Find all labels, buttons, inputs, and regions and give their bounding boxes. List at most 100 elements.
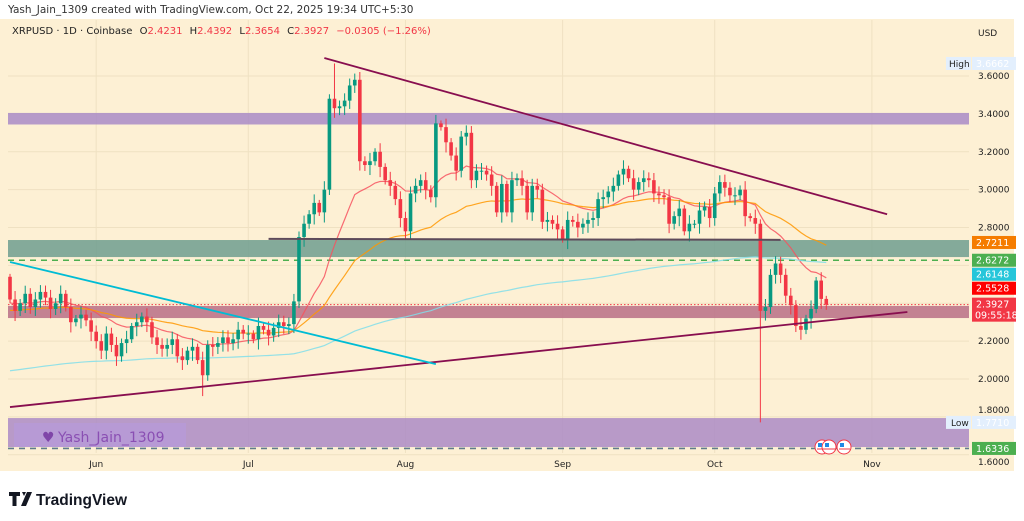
tradingview-logo[interactable]: TradingView bbox=[9, 492, 128, 509]
candle[interactable] bbox=[758, 223, 763, 311]
candle[interactable] bbox=[129, 326, 134, 340]
candle[interactable] bbox=[69, 307, 73, 323]
candle[interactable] bbox=[697, 210, 702, 224]
candle[interactable] bbox=[449, 142, 453, 156]
candle[interactable] bbox=[251, 333, 256, 340]
candle[interactable] bbox=[804, 318, 808, 330]
candle[interactable] bbox=[418, 180, 423, 186]
candle[interactable] bbox=[667, 197, 671, 224]
candle[interactable] bbox=[63, 293, 68, 308]
candle[interactable] bbox=[408, 193, 413, 232]
candle[interactable] bbox=[672, 216, 676, 224]
price-zone[interactable] bbox=[8, 305, 969, 319]
candle[interactable] bbox=[728, 187, 732, 196]
candle[interactable] bbox=[723, 182, 727, 188]
candle[interactable] bbox=[145, 316, 149, 323]
candle[interactable] bbox=[327, 98, 332, 190]
candle[interactable] bbox=[89, 320, 93, 332]
candle[interactable] bbox=[302, 223, 306, 237]
candle[interactable] bbox=[499, 183, 504, 213]
candle[interactable] bbox=[190, 346, 195, 351]
candle[interactable] bbox=[520, 178, 524, 186]
candle[interactable] bbox=[160, 344, 164, 349]
candle[interactable] bbox=[378, 151, 382, 167]
candle[interactable] bbox=[454, 155, 458, 171]
candle[interactable] bbox=[94, 331, 98, 342]
symbol-label[interactable]: XRPUSD · 1D · Coinbase bbox=[12, 26, 132, 37]
candle[interactable] bbox=[58, 293, 63, 304]
candle[interactable] bbox=[48, 297, 53, 309]
candle[interactable] bbox=[707, 206, 712, 219]
candle[interactable] bbox=[104, 333, 109, 351]
horizontal-support-line[interactable] bbox=[268, 237, 781, 241]
candle[interactable] bbox=[383, 166, 387, 181]
candle[interactable] bbox=[261, 326, 266, 330]
candle[interactable] bbox=[525, 185, 529, 213]
candle[interactable] bbox=[753, 218, 758, 224]
candle[interactable] bbox=[332, 98, 337, 109]
candle[interactable] bbox=[195, 346, 200, 361]
candle[interactable] bbox=[423, 180, 428, 190]
candle[interactable] bbox=[570, 219, 575, 222]
price-zone[interactable] bbox=[8, 240, 969, 258]
candle[interactable] bbox=[565, 219, 570, 239]
candle[interactable] bbox=[591, 218, 595, 220]
candle[interactable] bbox=[515, 178, 519, 181]
moving-average-line[interactable] bbox=[9, 165, 827, 346]
candle[interactable] bbox=[124, 339, 129, 344]
cyan-downtrend-line[interactable] bbox=[9, 261, 437, 365]
candle[interactable] bbox=[337, 106, 342, 109]
candle[interactable] bbox=[819, 280, 823, 299]
candle[interactable] bbox=[824, 298, 829, 305]
candle[interactable] bbox=[809, 308, 813, 319]
candle[interactable] bbox=[429, 189, 433, 198]
economic-events[interactable] bbox=[814, 439, 852, 455]
candle[interactable] bbox=[510, 180, 514, 213]
candle[interactable] bbox=[114, 344, 119, 357]
moving-average-line[interactable] bbox=[9, 256, 827, 372]
candle[interactable] bbox=[712, 193, 717, 219]
ascending-support-line[interactable] bbox=[9, 311, 908, 408]
candle[interactable] bbox=[540, 189, 545, 222]
candle[interactable] bbox=[342, 100, 347, 107]
candle[interactable] bbox=[576, 221, 580, 228]
currency-button[interactable]: USD bbox=[972, 24, 1006, 40]
candle[interactable] bbox=[484, 170, 489, 175]
candle[interactable] bbox=[535, 185, 540, 190]
candle[interactable] bbox=[271, 327, 276, 336]
candle[interactable] bbox=[134, 322, 139, 327]
candle[interactable] bbox=[596, 199, 600, 219]
candle[interactable] bbox=[84, 314, 88, 321]
candle[interactable] bbox=[692, 223, 697, 225]
candle[interactable] bbox=[403, 218, 408, 232]
candle[interactable] bbox=[748, 216, 753, 219]
time-axis[interactable]: Jun Jul Aug Sep Oct Nov bbox=[88, 460, 881, 470]
candle[interactable] bbox=[393, 185, 398, 200]
candle[interactable] bbox=[317, 202, 322, 213]
candle[interactable] bbox=[814, 280, 818, 309]
candle[interactable] bbox=[494, 185, 499, 213]
candle[interactable] bbox=[53, 303, 58, 309]
candle[interactable] bbox=[8, 276, 12, 300]
candle[interactable] bbox=[140, 316, 144, 323]
candle[interactable] bbox=[276, 322, 281, 328]
candle[interactable] bbox=[241, 329, 246, 334]
candle[interactable] bbox=[74, 318, 78, 323]
candle[interactable] bbox=[550, 219, 555, 224]
candle[interactable] bbox=[743, 189, 747, 217]
candle[interactable] bbox=[292, 301, 296, 325]
candle[interactable] bbox=[256, 326, 261, 340]
candle[interactable] bbox=[231, 339, 235, 344]
candle[interactable] bbox=[611, 185, 616, 192]
candle[interactable] bbox=[469, 132, 474, 181]
candle[interactable] bbox=[530, 185, 535, 213]
candle[interactable] bbox=[601, 197, 605, 200]
candle[interactable] bbox=[606, 191, 611, 198]
candle[interactable] bbox=[18, 303, 22, 311]
candle[interactable] bbox=[79, 314, 83, 319]
candle[interactable] bbox=[287, 324, 291, 327]
candle[interactable] bbox=[662, 195, 666, 198]
candle[interactable] bbox=[13, 299, 17, 311]
candle[interactable] bbox=[794, 305, 798, 327]
